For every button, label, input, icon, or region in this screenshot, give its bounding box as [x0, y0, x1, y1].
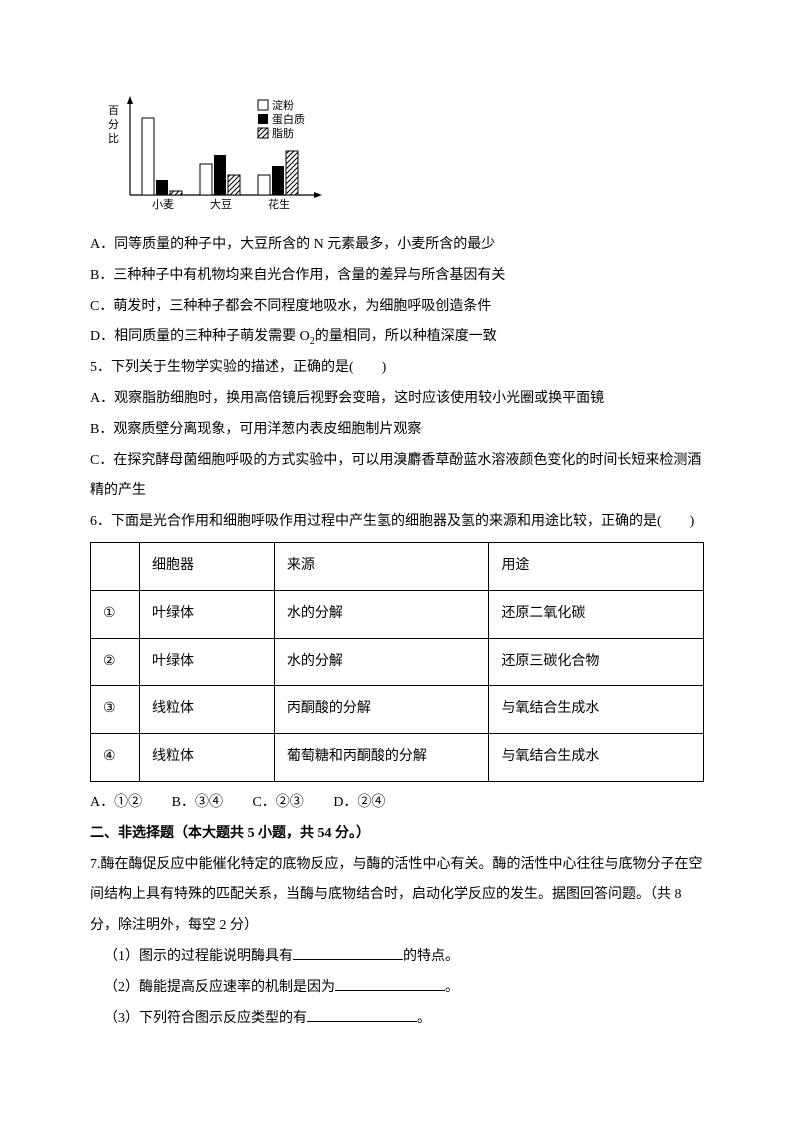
svg-text:百: 百	[108, 105, 119, 117]
blank	[307, 1008, 417, 1022]
q5-option-a: A．观察脂肪细胞时，换用高倍镜后视野会变暗，这时应该使用较小光圈或换平面镜	[90, 384, 704, 415]
cell: ②	[91, 638, 140, 686]
cell: 还原三碳化合物	[489, 638, 704, 686]
table-row: ④ 线粒体 葡萄糖和丙酮酸的分解 与氧结合生成水	[91, 734, 704, 782]
q6-opt-a: A．①②	[90, 795, 142, 810]
blank	[335, 977, 445, 991]
cell: ③	[91, 686, 140, 734]
q7-1-post: 的特点。	[403, 949, 459, 964]
cell: 来源	[274, 542, 489, 590]
cell: 还原二氧化碳	[489, 590, 704, 638]
cell: 线粒体	[140, 686, 275, 734]
q6-table: 细胞器 来源 用途 ① 叶绿体 水的分解 还原二氧化碳 ② 叶绿体 水的分解 还…	[90, 542, 704, 782]
svg-text:小麦: 小麦	[152, 198, 174, 211]
q4-option-a: A．同等质量的种子中，大豆所含的 N 元素最多，小麦所含的最少	[90, 230, 704, 261]
cell: 叶绿体	[140, 638, 275, 686]
q7-2-post: 。	[445, 980, 459, 995]
table-row: ② 叶绿体 水的分解 还原三碳化合物	[91, 638, 704, 686]
q7-sub1: （1）图示的过程能说明酶具有 的特点。	[90, 942, 704, 973]
cell: 细胞器	[140, 542, 275, 590]
seed-composition-chart: 百 分 比 小麦 大豆 花生 淀粉 蛋白质 脂肪	[100, 90, 704, 220]
blank	[293, 946, 403, 960]
svg-text:淀粉: 淀粉	[272, 98, 294, 112]
q7-sub2: （2）酶能提高反应速率的机制是因为 。	[90, 973, 704, 1004]
svg-text:大豆: 大豆	[210, 197, 232, 211]
cell: 丙酮酸的分解	[274, 686, 489, 734]
q7-3-pre: （3）下列符合图示反应类型的有	[104, 1011, 307, 1026]
q6-stem: 6．下面是光合作用和细胞呼吸作用过程中产生氢的细胞器及氢的来源和用途比较，正确的…	[90, 507, 704, 538]
svg-text:分: 分	[108, 118, 119, 131]
cell: 水的分解	[274, 638, 489, 686]
q7-sub3: （3）下列符合图示反应类型的有 。	[90, 1004, 704, 1035]
table-row: ③ 线粒体 丙酮酸的分解 与氧结合生成水	[91, 686, 704, 734]
cell: 与氧结合生成水	[489, 734, 704, 782]
q5-option-c: C．在探究酵母菌细胞呼吸的方式实验中，可以用溴麝香草酚蓝水溶液颜色变化的时间长短…	[90, 446, 704, 508]
cell: 用途	[489, 542, 704, 590]
q6-opt-c: C．②③	[252, 795, 303, 810]
cell: 葡萄糖和丙酮酸的分解	[274, 734, 489, 782]
q5-stem: 5．下列关于生物学实验的描述，正确的是( )	[90, 353, 704, 384]
svg-text:花生: 花生	[268, 197, 290, 211]
cell: 叶绿体	[140, 590, 275, 638]
cell: ①	[91, 590, 140, 638]
svg-text:比: 比	[108, 132, 119, 145]
q7-1-pre: （1）图示的过程能说明酶具有	[104, 949, 293, 964]
section-2-heading: 二、非选择题（本大题共 5 小题，共 54 分。）	[90, 819, 704, 850]
cell: ④	[91, 734, 140, 782]
q4-option-b: B．三种种子中有机物均来自光合作用，含量的差异与所含基因有关	[90, 261, 704, 292]
cell: 与氧结合生成水	[489, 686, 704, 734]
svg-text:脂肪: 脂肪	[272, 126, 294, 140]
q4-option-c: C．萌发时，三种种子都会不同程度地吸水，为细胞呼吸创造条件	[90, 292, 704, 323]
q4d-post: 的量相同，所以种植深度一致	[315, 329, 497, 344]
q7-3-post: 。	[417, 1011, 431, 1026]
q4d-pre: D．相同质量的三种种子萌发需要 O	[90, 329, 310, 344]
table-row: ① 叶绿体 水的分解 还原二氧化碳	[91, 590, 704, 638]
q4-option-d: D．相同质量的三种种子萌发需要 O2的量相同，所以种植深度一致	[90, 322, 704, 353]
cell: 水的分解	[274, 590, 489, 638]
q7-2-pre: （2）酶能提高反应速率的机制是因为	[104, 980, 335, 995]
q6-options: A．①② B．③④ C．②③ D．②④	[90, 788, 704, 819]
q5-option-b: B．观察质壁分离现象，可用洋葱内表皮细胞制片观察	[90, 415, 704, 446]
svg-text:蛋白质: 蛋白质	[272, 112, 305, 126]
cell	[91, 542, 140, 590]
q6-opt-d: D．②④	[333, 795, 385, 810]
table-row: 细胞器 来源 用途	[91, 542, 704, 590]
q7-stem: 7.酶在酶促反应中能催化特定的底物反应，与酶的活性中心有关。酶的活性中心往往与底…	[90, 850, 704, 942]
q6-opt-b: B．③④	[172, 795, 223, 810]
cell: 线粒体	[140, 734, 275, 782]
